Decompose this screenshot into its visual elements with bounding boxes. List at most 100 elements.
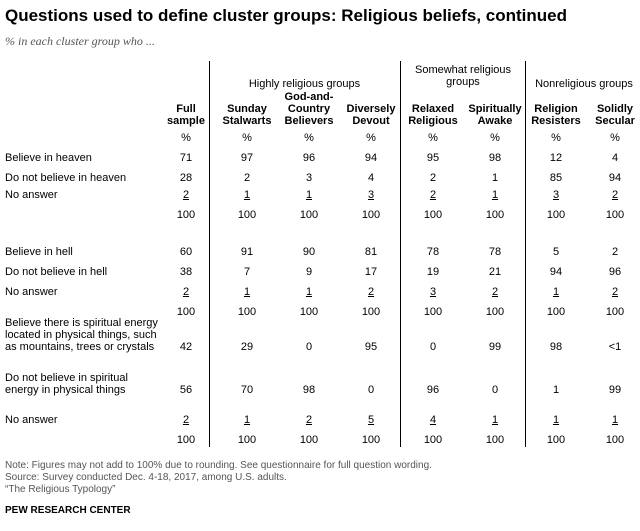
table-cell: 98 bbox=[302, 384, 316, 396]
table-cell: 100 bbox=[176, 209, 196, 221]
table-cell: 70 bbox=[240, 384, 254, 396]
table-cell: 100 bbox=[299, 306, 319, 318]
table-cell: 2 bbox=[182, 189, 190, 201]
table-cell: 100 bbox=[546, 306, 566, 318]
table-cell: 2 bbox=[367, 286, 375, 298]
row-label-line: Do not believe in spiritual bbox=[5, 372, 128, 384]
row-label: Do not believe in hell bbox=[5, 266, 108, 278]
table-cell: 4 bbox=[367, 172, 375, 184]
table-cell: 100 bbox=[546, 209, 566, 221]
column-header-line: Believers bbox=[284, 115, 334, 127]
table-cell: 91 bbox=[240, 246, 254, 258]
row-label-line: located in physical things, such bbox=[5, 329, 157, 341]
percent-symbol: % bbox=[551, 132, 561, 144]
column-header-line: Devout bbox=[352, 115, 390, 127]
table-cell: 99 bbox=[608, 384, 622, 396]
table-cell: 90 bbox=[302, 246, 316, 258]
percent-symbol: % bbox=[181, 132, 191, 144]
column-header: Relaxed Religious bbox=[402, 103, 464, 127]
table-cell: 100 bbox=[605, 209, 625, 221]
page-title: Questions used to define cluster groups:… bbox=[5, 6, 568, 25]
table-cell: 98 bbox=[488, 152, 502, 164]
table-cell: 100 bbox=[605, 306, 625, 318]
percent-symbol: % bbox=[610, 132, 620, 144]
divider bbox=[525, 61, 526, 447]
table-cell: 100 bbox=[361, 434, 381, 446]
table-cell: 2 bbox=[429, 189, 437, 201]
table-cell: 2 bbox=[611, 286, 619, 298]
table-cell: 3 bbox=[367, 189, 375, 201]
column-header-line: Solidly bbox=[596, 103, 634, 115]
column-header: Religion Resisters bbox=[525, 103, 587, 127]
table-cell: 100 bbox=[361, 306, 381, 318]
table-cell: 100 bbox=[299, 209, 319, 221]
table-cell: 1 bbox=[243, 414, 251, 426]
table-cell: 3 bbox=[552, 189, 560, 201]
table-cell: 100 bbox=[485, 306, 505, 318]
row-label: Do not believe in heaven bbox=[5, 172, 127, 184]
table-cell: 2 bbox=[611, 246, 619, 258]
table-cell: 96 bbox=[426, 384, 440, 396]
subtitle: % in each cluster group who ... bbox=[5, 34, 155, 48]
percent-symbol: % bbox=[242, 132, 252, 144]
group-header-nonreligious: Nonreligious groups bbox=[535, 78, 633, 90]
column-header-line: sample bbox=[167, 115, 205, 127]
table-cell: 38 bbox=[179, 266, 193, 278]
table-cell: 100 bbox=[485, 209, 505, 221]
table-cell: 3 bbox=[429, 286, 437, 298]
row-label: Believe there is spiritual energy located… bbox=[5, 317, 158, 353]
table-cell: 3 bbox=[305, 172, 313, 184]
table-cell: 100 bbox=[299, 434, 319, 446]
table-cell: 42 bbox=[179, 341, 193, 353]
table-cell: 1 bbox=[491, 172, 499, 184]
table-cell: 94 bbox=[549, 266, 563, 278]
table-cell: 5 bbox=[367, 414, 375, 426]
table-cell: 5 bbox=[552, 246, 560, 258]
table-cell: 19 bbox=[426, 266, 440, 278]
table-cell: 100 bbox=[361, 209, 381, 221]
table-cell: 60 bbox=[179, 246, 193, 258]
column-header: Diversely Devout bbox=[340, 103, 402, 127]
table-cell: 95 bbox=[426, 152, 440, 164]
table-cell: 28 bbox=[179, 172, 193, 184]
table-cell: 2 bbox=[429, 172, 437, 184]
column-header-line: Resisters bbox=[531, 115, 581, 127]
table-cell: 81 bbox=[364, 246, 378, 258]
row-label: No answer bbox=[5, 286, 58, 298]
table-cell: 1 bbox=[243, 286, 251, 298]
source-note: Source: Survey conducted Dec. 4-18, 2017… bbox=[5, 472, 287, 483]
percent-symbol: % bbox=[428, 132, 438, 144]
table-cell: 78 bbox=[488, 246, 502, 258]
table-cell: 96 bbox=[608, 266, 622, 278]
row-label: No answer bbox=[5, 414, 58, 426]
table-cell: 1 bbox=[305, 189, 313, 201]
table-cell: 97 bbox=[240, 152, 254, 164]
column-header-line: Sunday bbox=[227, 103, 267, 115]
table-cell: 17 bbox=[364, 266, 378, 278]
table-cell: 1 bbox=[491, 414, 499, 426]
table-cell: 100 bbox=[176, 434, 196, 446]
row-label: Believe in heaven bbox=[5, 152, 92, 164]
divider bbox=[209, 61, 210, 447]
table-cell: 100 bbox=[237, 306, 257, 318]
table-cell: 0 bbox=[305, 341, 313, 353]
column-header: Sunday Stalwarts bbox=[216, 103, 278, 127]
column-header-line: Relaxed bbox=[411, 103, 455, 115]
table-cell: 100 bbox=[485, 434, 505, 446]
table-cell: 1 bbox=[491, 189, 499, 201]
column-header: Solidly Secular bbox=[584, 103, 640, 127]
table-cell: 71 bbox=[179, 152, 193, 164]
percent-symbol: % bbox=[304, 132, 314, 144]
percent-symbol: % bbox=[366, 132, 376, 144]
group-header-somewhat-religious: Somewhat religious groups bbox=[415, 64, 511, 88]
table-cell: 0 bbox=[367, 384, 375, 396]
table-cell: 0 bbox=[491, 384, 499, 396]
column-header-line: Full bbox=[176, 103, 196, 115]
table-cell: 95 bbox=[364, 341, 378, 353]
column-header: Spiritually Awake bbox=[464, 103, 526, 127]
table-cell: 9 bbox=[305, 266, 313, 278]
brand-logo-text: PEW RESEARCH CENTER bbox=[5, 505, 131, 516]
table-cell: 2 bbox=[243, 172, 251, 184]
row-label: No answer bbox=[5, 189, 58, 201]
table-cell: 1 bbox=[552, 384, 560, 396]
